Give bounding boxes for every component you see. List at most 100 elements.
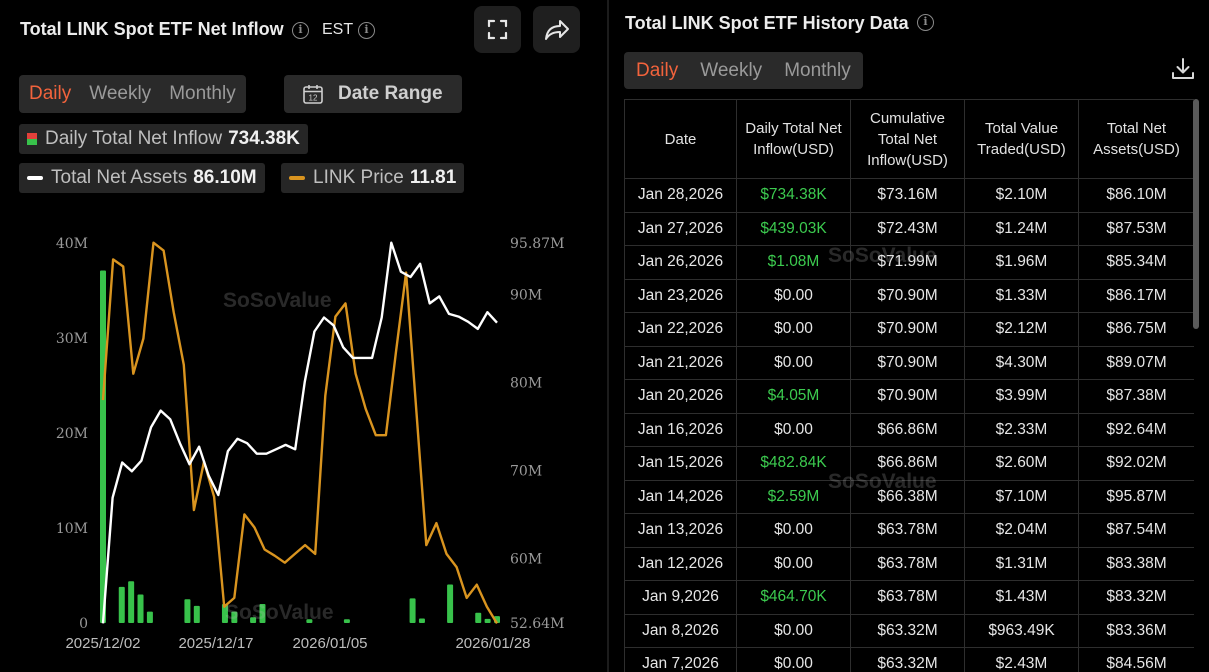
cell-date: Jan 16,2026 <box>624 412 737 447</box>
cell-inflow: $2.59M <box>736 479 851 514</box>
history-table-wrap[interactable]: Date Daily Total Net Inflow(USD) Cumulat… <box>624 99 1194 672</box>
col-traded[interactable]: Total Value Traded(USD) <box>964 99 1079 179</box>
right-axis-tick: 52.64M <box>510 616 564 632</box>
cell-inflow: $0.00 <box>736 513 851 548</box>
cell-cumulative: $63.78M <box>850 546 965 581</box>
inflow-bar <box>100 270 106 623</box>
x-axis-tick: 2026/01/28 <box>455 635 530 652</box>
table-scrollbar[interactable] <box>1193 99 1199 329</box>
tab-monthly[interactable]: Monthly <box>169 83 236 104</box>
table-row[interactable]: Jan 16,2026 $0.00 $66.86M $2.33M $92.64M <box>624 412 1194 447</box>
table-row[interactable]: Jan 27,2026 $439.03K $72.43M $1.24M $87.53M <box>624 211 1194 246</box>
legend-price[interactable]: LINK Price 11.81 <box>281 163 465 193</box>
history-tab-monthly[interactable]: Monthly <box>784 59 851 81</box>
cell-cumulative: $66.86M <box>850 446 965 481</box>
cell-assets: $83.36M <box>1078 613 1194 648</box>
inflow-bar <box>146 611 153 623</box>
cell-cumulative: $70.90M <box>850 379 965 414</box>
left-axis-tick: 40M <box>56 236 88 252</box>
legend-price-value: 11.81 <box>409 167 457 188</box>
inflow-bar <box>447 584 454 623</box>
table-row[interactable]: Jan 15,2026 $482.84K $66.86M $2.60M $92.02M <box>624 446 1194 481</box>
inflow-bar <box>484 618 491 623</box>
inflow-bar <box>221 604 228 623</box>
cell-traded: $2.60M <box>964 446 1079 481</box>
col-date[interactable]: Date <box>624 99 737 179</box>
right-axis-tick: 70M <box>510 463 542 479</box>
cell-cumulative: $66.38M <box>850 479 965 514</box>
cell-inflow: $439.03K <box>736 211 851 246</box>
col-cumulative[interactable]: Cumulative Total Net Inflow(USD) <box>850 99 965 179</box>
info-icon[interactable]: i <box>292 22 309 39</box>
cell-assets: $86.75M <box>1078 312 1194 347</box>
inflow-bar <box>409 598 416 623</box>
left-axis-tick: 20M <box>56 426 88 442</box>
fullscreen-button[interactable] <box>474 6 521 53</box>
col-daily-inflow[interactable]: Daily Total Net Inflow(USD) <box>736 99 851 179</box>
table-row[interactable]: Jan 7,2026 $0.00 $63.32M $2.43M $84.56M <box>624 647 1194 672</box>
table-row[interactable]: Jan 20,2026 $4.05M $70.90M $3.99M $87.38M <box>624 379 1194 414</box>
tab-daily[interactable]: Daily <box>29 83 72 104</box>
cell-cumulative: $70.90M <box>850 312 965 347</box>
timezone-label: EST <box>322 21 354 38</box>
history-info-icon[interactable]: i <box>917 14 934 31</box>
cell-traded: $2.10M <box>964 178 1079 213</box>
price-swatch <box>289 176 305 180</box>
net-inflow-chart[interactable]: 0 10M 20M 30M 40M 52.64M 60M 70M 80M 90M 95.87M 202… <box>0 225 600 665</box>
chart-title: Total LINK Spot ETF Net Inflow <box>20 19 284 39</box>
net-inflow-panel: Total LINK Spot ETF Net Inflow i EST i D… <box>0 0 600 672</box>
inflow-swatch <box>27 133 37 145</box>
cell-assets: $87.38M <box>1078 379 1194 414</box>
col-assets[interactable]: Total Net Assets(USD) <box>1078 99 1194 179</box>
table-row[interactable]: Jan 12,2026 $0.00 $63.78M $1.31M $83.38M <box>624 546 1194 581</box>
cell-date: Jan 22,2026 <box>624 312 737 347</box>
legend-assets-name: Total Net Assets <box>51 167 188 188</box>
right-axis-tick: 80M <box>510 376 542 392</box>
table-row[interactable]: Jan 23,2026 $0.00 $70.90M $1.33M $86.17M <box>624 278 1194 313</box>
x-axis-tick: 2026/01/05 <box>292 635 367 652</box>
legend-inflow[interactable]: Daily Total Net Inflow 734.38K <box>19 124 308 154</box>
cell-assets: $92.64M <box>1078 412 1194 447</box>
cell-inflow: $464.70K <box>736 580 851 615</box>
table-row[interactable]: Jan 14,2026 $2.59M $66.38M $7.10M $95.87M <box>624 479 1194 514</box>
legend-inflow-name: Daily Total Net Inflow <box>45 128 223 149</box>
table-row[interactable]: Jan 21,2026 $0.00 $70.90M $4.30M $89.07M <box>624 345 1194 380</box>
cell-traded: $2.33M <box>964 412 1079 447</box>
table-row[interactable]: Jan 9,2026 $464.70K $63.78M $1.43M $83.32M <box>624 580 1194 615</box>
table-row[interactable]: Jan 22,2026 $0.00 $70.90M $2.12M $86.75M <box>624 312 1194 347</box>
inflow-bar <box>193 605 200 623</box>
tab-weekly[interactable]: Weekly <box>89 83 152 104</box>
download-icon[interactable] <box>1170 56 1196 82</box>
cell-date: Jan 27,2026 <box>624 211 737 246</box>
cell-assets: $87.53M <box>1078 211 1194 246</box>
period-tabs: Daily Weekly Monthly <box>19 75 246 113</box>
cell-assets: $83.38M <box>1078 546 1194 581</box>
inflow-bar <box>418 618 425 623</box>
table-row[interactable]: Jan 13,2026 $0.00 $63.78M $2.04M $87.54M <box>624 513 1194 548</box>
legend-assets[interactable]: Total Net Assets 86.10M <box>19 163 265 193</box>
inflow-bar <box>137 594 144 623</box>
history-tab-weekly[interactable]: Weekly <box>700 59 763 81</box>
cell-inflow: $482.84K <box>736 446 851 481</box>
history-panel: Total LINK Spot ETF History Data i Daily… <box>610 0 1209 672</box>
table-row[interactable]: Jan 26,2026 $1.08M $71.99M $1.96M $85.34M <box>624 245 1194 280</box>
cell-date: Jan 23,2026 <box>624 278 737 313</box>
date-range-button[interactable]: 12 Date Range <box>284 75 462 113</box>
cell-traded: $1.43M <box>964 580 1079 615</box>
cell-assets: $86.17M <box>1078 278 1194 313</box>
cell-date: Jan 14,2026 <box>624 479 737 514</box>
table-row[interactable]: Jan 8,2026 $0.00 $63.32M $963.49K $83.36M <box>624 613 1194 648</box>
table-row[interactable]: Jan 28,2026 $734.38K $73.16M $2.10M $86.10M <box>624 178 1194 213</box>
cell-assets: $86.10M <box>1078 178 1194 213</box>
history-tab-daily[interactable]: Daily <box>636 59 679 81</box>
inflow-bar <box>343 619 350 623</box>
cell-traded: $1.96M <box>964 245 1079 280</box>
cell-traded: $963.49K <box>964 613 1079 648</box>
cell-cumulative: $70.90M <box>850 278 965 313</box>
timezone-info-icon[interactable]: i <box>358 22 375 39</box>
cell-date: Jan 20,2026 <box>624 379 737 414</box>
cell-inflow: $1.08M <box>736 245 851 280</box>
share-button[interactable] <box>533 6 580 53</box>
cell-cumulative: $63.32M <box>850 647 965 672</box>
inflow-bar <box>128 581 135 623</box>
